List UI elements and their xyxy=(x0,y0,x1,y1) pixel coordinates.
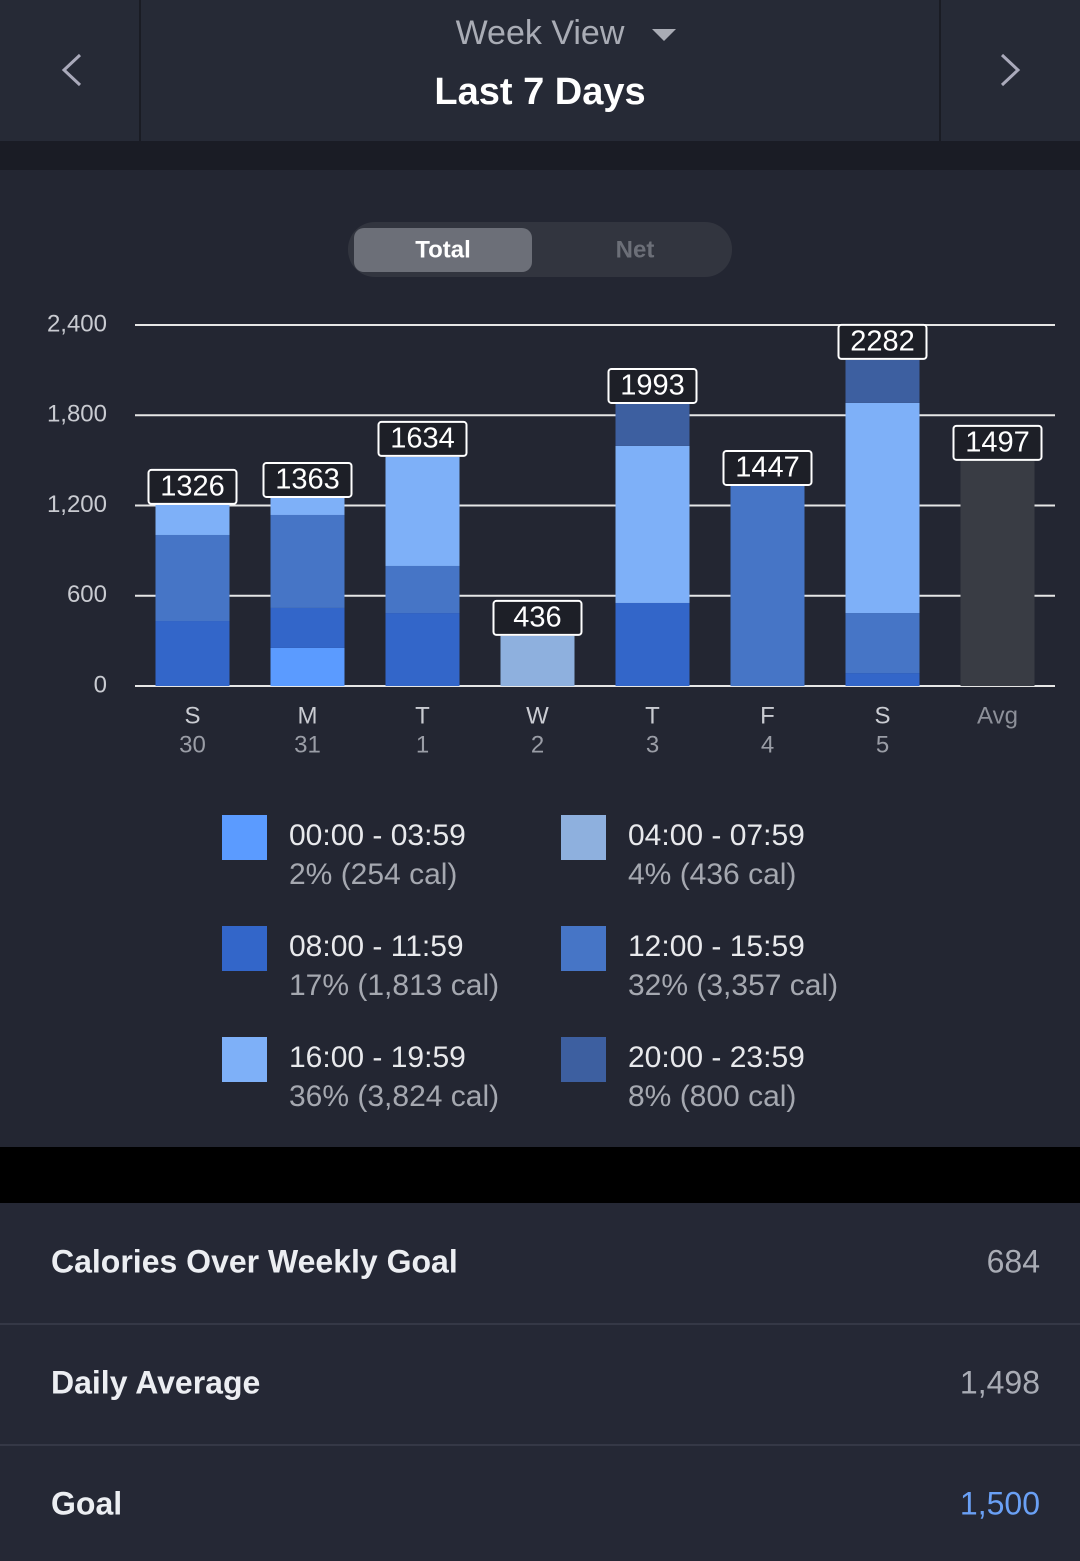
bar-segment xyxy=(845,402,920,614)
legend-swatch xyxy=(561,815,606,860)
x-tick-label: T xyxy=(415,702,430,729)
bar-segment xyxy=(385,565,460,614)
stats-bg xyxy=(0,1203,1080,1561)
bar-segment xyxy=(155,504,230,535)
legend-share: 32% (3,357 cal) xyxy=(628,969,838,1002)
value-label-box xyxy=(837,323,928,360)
legend-share: 17% (1,813 cal) xyxy=(289,969,499,1002)
legend-swatch xyxy=(222,1037,267,1082)
y-tick-label: 0 xyxy=(94,671,107,698)
view-title[interactable]: Week View xyxy=(456,14,625,52)
bar-segment xyxy=(845,613,920,674)
value-label: 1993 xyxy=(620,370,685,402)
value-label: 1326 xyxy=(160,471,225,503)
toggle-option[interactable]: Net xyxy=(616,236,655,263)
separator xyxy=(0,141,1080,170)
x-tick-label: T xyxy=(645,702,660,729)
dropdown-icon[interactable] xyxy=(652,29,676,41)
toggle-option[interactable]: Total xyxy=(415,236,471,263)
x-tick-label: S xyxy=(184,702,200,729)
x-tick-label: W xyxy=(526,702,549,729)
bar-segment xyxy=(500,635,575,686)
legend-name: 12:00 - 15:59 xyxy=(628,930,805,963)
value-label-box xyxy=(147,468,238,505)
stat-label: Daily Average xyxy=(51,1364,260,1400)
legend-share: 4% (436 cal) xyxy=(628,858,796,891)
x-tick-date: 30 xyxy=(179,731,206,758)
legend-swatch xyxy=(561,926,606,971)
value-label: 1363 xyxy=(275,464,340,496)
value-label-box xyxy=(492,599,583,636)
toggle-selected xyxy=(354,228,532,272)
stat-value[interactable]: 1,500 xyxy=(960,1485,1040,1521)
x-tick-label: Avg xyxy=(977,702,1018,729)
x-tick-label: S xyxy=(874,702,890,729)
legend-name: 08:00 - 11:59 xyxy=(289,930,464,963)
bar-segment xyxy=(155,621,230,686)
bar-segment xyxy=(845,673,920,686)
y-tick-label: 1,800 xyxy=(47,401,107,428)
bar-segment xyxy=(615,403,690,446)
next-button[interactable] xyxy=(1000,53,1021,87)
x-tick-date: 1 xyxy=(416,731,429,758)
bar-segment xyxy=(385,456,460,566)
bar-segment xyxy=(730,485,805,686)
bar-segment xyxy=(270,514,345,608)
x-tick-date: 5 xyxy=(876,731,889,758)
value-label: 436 xyxy=(513,602,561,634)
bar-segment xyxy=(270,607,345,648)
stat-value: 1,498 xyxy=(960,1364,1040,1400)
x-tick-date: 2 xyxy=(531,731,544,758)
y-tick-label: 1,200 xyxy=(47,491,107,518)
value-label: 1497 xyxy=(965,426,1030,458)
bar-segment xyxy=(845,359,920,403)
legend-name: 00:00 - 03:59 xyxy=(289,819,466,852)
stat-label: Calories Over Weekly Goal xyxy=(51,1243,458,1279)
legend-swatch xyxy=(222,815,267,860)
y-tick-label: 2,400 xyxy=(47,310,107,337)
separator xyxy=(0,1147,1080,1203)
legend-swatch xyxy=(561,1037,606,1082)
x-tick-date: 3 xyxy=(646,731,659,758)
legend-share: 36% (3,824 cal) xyxy=(289,1080,499,1113)
range-title: Last 7 Days xyxy=(434,71,645,113)
legend-name: 04:00 - 07:59 xyxy=(628,819,805,852)
value-label: 1447 xyxy=(735,452,800,484)
bar-segment xyxy=(385,613,460,686)
avg-bar xyxy=(960,460,1035,686)
value-label: 2282 xyxy=(850,326,915,358)
value-label-box xyxy=(377,420,468,457)
value-label-box xyxy=(262,461,353,498)
header-bg xyxy=(0,0,1080,141)
x-tick-date: 4 xyxy=(761,731,774,758)
bar-segment xyxy=(155,534,230,622)
x-tick-label: M xyxy=(298,702,318,729)
x-tick-date: 31 xyxy=(294,731,321,758)
stat-value: 684 xyxy=(987,1243,1040,1279)
value-label-box xyxy=(952,424,1043,461)
prev-button[interactable] xyxy=(61,53,82,87)
legend-share: 2% (254 cal) xyxy=(289,858,457,891)
bar-segment xyxy=(615,445,690,603)
legend-name: 16:00 - 19:59 xyxy=(289,1041,466,1074)
legend-share: 8% (800 cal) xyxy=(628,1080,796,1113)
bar-segment xyxy=(270,497,345,515)
y-tick-label: 600 xyxy=(67,581,107,608)
legend-swatch xyxy=(222,926,267,971)
legend-name: 20:00 - 23:59 xyxy=(628,1041,805,1074)
bar-segment xyxy=(270,647,345,686)
x-tick-label: F xyxy=(760,702,775,729)
value-label: 1634 xyxy=(390,423,455,455)
bar-segment xyxy=(615,602,690,686)
value-label-box xyxy=(607,367,698,404)
stat-label: Goal xyxy=(51,1485,122,1521)
value-label-box xyxy=(722,449,813,486)
